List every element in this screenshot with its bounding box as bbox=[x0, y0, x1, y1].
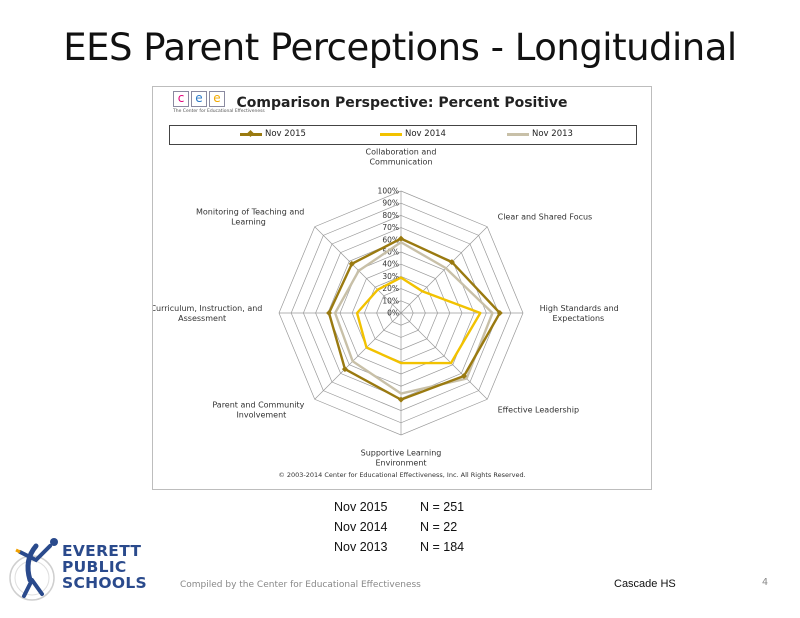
sample-size-row: Nov 2014 N = 22 bbox=[334, 520, 464, 540]
axis-label: Clear and Shared Focus bbox=[498, 212, 593, 221]
sample-size-label: Nov 2015 bbox=[334, 500, 388, 514]
radial-tick-label: 80% bbox=[382, 211, 399, 220]
legend-swatch bbox=[380, 132, 402, 136]
series-point bbox=[326, 310, 333, 316]
series-point bbox=[398, 396, 404, 403]
logo-accent-mark bbox=[15, 548, 21, 554]
legend-swatch bbox=[507, 132, 529, 136]
sample-size-value: N = 251 bbox=[420, 500, 465, 514]
radar-chart-panel: c e e The Center for Educational Effecti… bbox=[152, 86, 652, 490]
series-point bbox=[448, 259, 455, 266]
sample-size-value: N = 184 bbox=[420, 540, 465, 554]
axis-label: Collaboration and bbox=[366, 147, 437, 156]
legend-label: Nov 2013 bbox=[532, 129, 573, 139]
series-line bbox=[333, 241, 494, 395]
legend-label: Nov 2014 bbox=[405, 129, 446, 139]
wordmark-line: PUBLIC bbox=[62, 558, 127, 576]
radial-tick-label: 10% bbox=[382, 296, 399, 305]
radial-tick-label: 60% bbox=[382, 235, 399, 244]
series-point bbox=[341, 366, 348, 373]
cee-logo-letter: e bbox=[209, 91, 225, 107]
radar-plot: 0% 10% 20% 30% 40% 50% 60% 70% 80% 90% 100% Collabo… bbox=[153, 147, 619, 468]
radar-spoke bbox=[400, 226, 488, 314]
sample-size-label: Nov 2014 bbox=[334, 520, 388, 534]
sample-size-value: N = 22 bbox=[420, 520, 458, 534]
radial-tick-label: 90% bbox=[382, 199, 399, 208]
logo-figure-legs bbox=[22, 578, 44, 598]
axis-label: Communication bbox=[369, 157, 432, 166]
sample-size-table: Nov 2015 N = 251 Nov 2014 N = 22 Nov 201… bbox=[334, 500, 464, 560]
slide-title: EES Parent Perceptions - Longitudinal bbox=[63, 26, 737, 69]
series-point bbox=[460, 372, 467, 379]
radial-tick-label: 20% bbox=[382, 284, 399, 293]
legend-item: Nov 2013 bbox=[507, 129, 573, 139]
footer-compiled-by: Compiled by the Center for Educational E… bbox=[180, 580, 421, 590]
legend-item: Nov 2015 bbox=[240, 129, 306, 139]
radar-spoke bbox=[400, 312, 488, 400]
chart-legend: Nov 2015 Nov 2014 Nov 2013 bbox=[169, 125, 637, 145]
cee-logo-letter: c bbox=[173, 91, 189, 107]
legend-item: Nov 2014 bbox=[380, 129, 446, 139]
series-line bbox=[355, 276, 482, 365]
footer-school-name: Cascade HS bbox=[614, 578, 676, 590]
sample-size-row: Nov 2013 N = 184 bbox=[334, 540, 464, 560]
cee-logo-tagline: The Center for Educational Effectiveness bbox=[173, 109, 265, 114]
cee-logo-letter: e bbox=[191, 91, 207, 107]
legend-swatch bbox=[240, 129, 262, 137]
series-point bbox=[398, 235, 404, 242]
logo-seal-inner-ring bbox=[14, 560, 50, 596]
axis-label: Supportive Learning bbox=[361, 449, 442, 458]
axis-label: Effective Leadership bbox=[498, 406, 579, 415]
radar-spoke bbox=[314, 312, 402, 400]
everett-public-schools-logo bbox=[9, 538, 58, 601]
logo-figure-head bbox=[50, 538, 58, 546]
radial-tick-label: 30% bbox=[382, 272, 399, 281]
axis-label: Monitoring of Teaching and bbox=[196, 207, 304, 216]
axis-label: Involvement bbox=[236, 411, 286, 420]
radial-tick-label: 50% bbox=[382, 248, 399, 257]
everett-public-schools-wordmark: EVERETT PUBLIC SCHOOLS bbox=[62, 543, 147, 591]
radial-tick-label: 70% bbox=[382, 223, 399, 232]
chart-title: Comparison Perspective: Percent Positive bbox=[236, 95, 568, 111]
radial-tick-label: 100% bbox=[378, 187, 399, 196]
axis-label: Curriculum, Instruction, and bbox=[153, 304, 262, 313]
axis-label: Parent and Community bbox=[212, 401, 304, 410]
sample-size-label: Nov 2013 bbox=[334, 540, 388, 554]
copyright-notice: © 2003-2014 Center for Educational Effec… bbox=[278, 471, 526, 479]
radial-tick-label: 0% bbox=[387, 309, 399, 318]
axis-label: Expectations bbox=[552, 314, 604, 323]
logo-figure-body bbox=[25, 543, 39, 583]
sample-size-row: Nov 2015 N = 251 bbox=[334, 500, 464, 520]
wordmark-line: EVERETT bbox=[62, 542, 142, 560]
series-point bbox=[496, 310, 503, 316]
logo-figure-arms bbox=[18, 544, 52, 563]
series-point bbox=[348, 260, 355, 267]
axis-label: Environment bbox=[375, 459, 426, 468]
wordmark-line: SCHOOLS bbox=[62, 574, 148, 592]
cee-logo: c e e The Center for Educational Effecti… bbox=[173, 91, 265, 114]
axis-label: High Standards and bbox=[540, 304, 619, 313]
legend-label: Nov 2015 bbox=[265, 129, 306, 139]
axis-label: Learning bbox=[231, 217, 266, 226]
axis-label: Assessment bbox=[178, 314, 226, 323]
radial-tick-label: 40% bbox=[382, 260, 399, 269]
radar-spoke bbox=[314, 226, 402, 314]
page-number: 4 bbox=[762, 577, 769, 588]
